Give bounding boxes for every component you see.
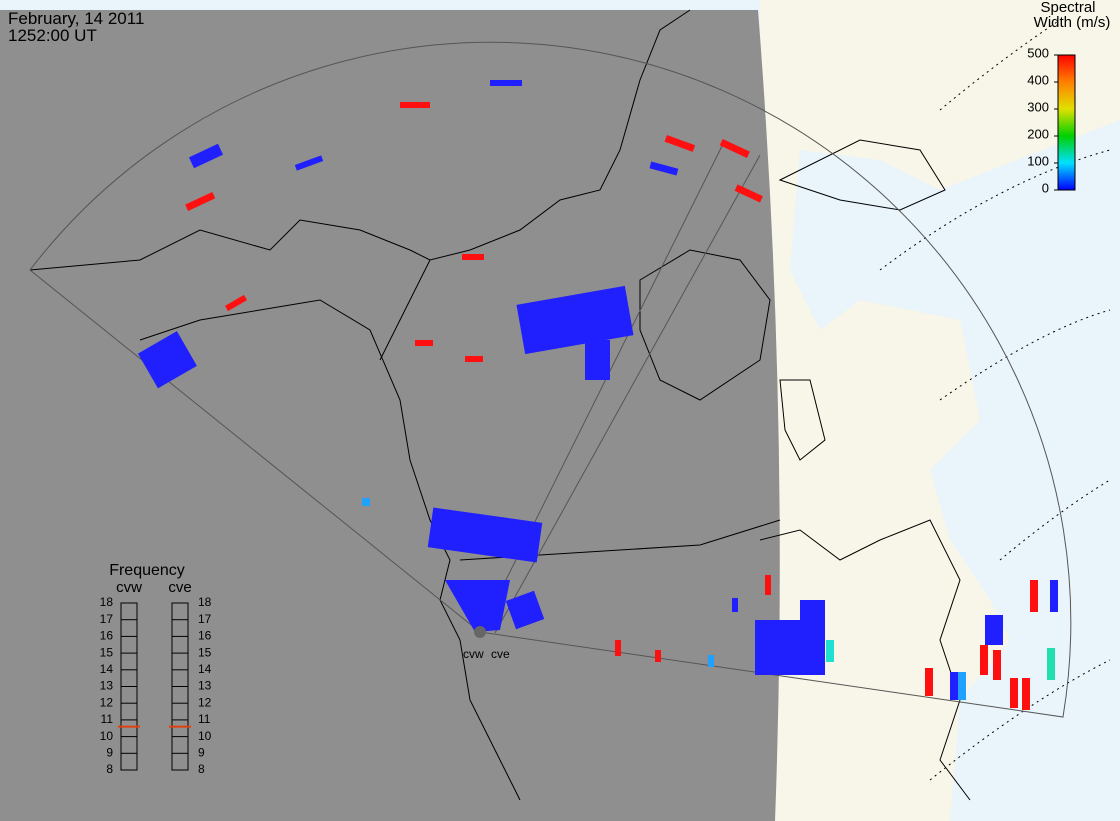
cell: [719, 138, 750, 158]
cell: [1050, 580, 1058, 612]
land: [760, 0, 1120, 821]
cell: [655, 650, 661, 662]
frequency-tick-label: 13: [198, 679, 212, 693]
coastline: [759, 519, 971, 801]
frequency-tick-label: 15: [100, 645, 114, 659]
cell: [708, 655, 714, 667]
colorbar-tick-label: 500: [1027, 45, 1049, 60]
frequency-tick-label: 14: [198, 662, 212, 676]
radar-name: cvw: [116, 579, 142, 596]
frequency-tick-label: 16: [198, 629, 212, 643]
cell: [465, 356, 483, 362]
cell: [765, 575, 771, 595]
night-region: [0, 10, 780, 821]
cell: [925, 668, 933, 696]
frequency-tick-label: 10: [100, 729, 114, 743]
latitude-circle: [929, 659, 1111, 781]
cell: [958, 672, 966, 700]
frequency-tick-label: 11: [101, 712, 114, 726]
colorbar-tick-label: 0: [1042, 180, 1049, 195]
colorbar-title: Width (m/s): [1034, 14, 1111, 31]
latitude-circle: [939, 19, 1061, 111]
cell: [950, 672, 958, 700]
cell: [400, 102, 430, 108]
coastline: [139, 299, 521, 801]
cell: [505, 590, 545, 630]
frequency-title: Frequency: [109, 562, 185, 579]
cell: [185, 191, 216, 211]
cell: [664, 135, 696, 152]
cell: [415, 340, 433, 346]
cell: [445, 580, 510, 632]
frequency-tick-label: 16: [100, 629, 114, 643]
coastline: [639, 249, 771, 401]
cell: [993, 650, 1001, 680]
colorbar-ticks: 0 100 200 300 400 500: [1027, 45, 1058, 195]
radar-site: [474, 626, 486, 638]
frequency-panel: cvw 8 9 10 11 12 13 14 15 16 17 18 cve 8 9 10 11 12 13 14 15…: [100, 579, 212, 776]
scatter-cells: [137, 80, 1058, 710]
cell: [490, 80, 522, 86]
colorbar: [1057, 54, 1076, 191]
coastline: [779, 379, 826, 461]
cell: [732, 598, 738, 612]
cell: [188, 143, 224, 169]
site-label: cvw: [463, 647, 484, 661]
coastlines: [29, 9, 971, 801]
cell: [980, 645, 988, 675]
cell: [800, 600, 825, 675]
cell: [615, 640, 621, 656]
frequency-tick-label: 11: [198, 712, 211, 726]
cell: [585, 340, 610, 380]
cell: [362, 498, 370, 506]
cell: [516, 285, 634, 355]
colorbar-tick-label: 200: [1027, 126, 1049, 141]
coastline: [778, 139, 946, 211]
frequency-tick-label: 10: [198, 729, 212, 743]
frequency-tick-label: 15: [198, 645, 212, 659]
frequency-tick-label: 18: [198, 595, 212, 609]
latitude-circle: [939, 309, 1111, 401]
colorbar-tick-label: 400: [1027, 72, 1049, 87]
border: [379, 259, 781, 561]
frequency-tick-label: 8: [198, 762, 205, 776]
cell: [294, 155, 324, 171]
colorbar-title: Spectral: [1040, 0, 1095, 16]
radar-name: cve: [168, 579, 191, 596]
cell: [734, 184, 763, 203]
time: 1252:00 UT: [8, 26, 97, 45]
frequency-tick-label: 9: [198, 745, 205, 759]
cell: [1030, 580, 1038, 612]
coastline: [29, 9, 691, 271]
latitude-circle: [999, 479, 1111, 561]
cell: [1010, 678, 1018, 708]
cell: [462, 254, 484, 260]
site-label: cve: [491, 647, 510, 661]
cell: [224, 294, 248, 312]
fov-outline: [29, 41, 1072, 718]
frequency-tick-label: 18: [100, 595, 114, 609]
frequency-tick-label: 12: [198, 695, 212, 709]
frequency-tick-label: 17: [100, 612, 114, 626]
frequency-tick-label: 8: [106, 762, 113, 776]
colorbar-tick-label: 300: [1027, 99, 1049, 114]
frequency-tick-label: 13: [100, 679, 114, 693]
cell: [1047, 648, 1055, 680]
cell: [137, 331, 197, 389]
latitude-circles: [879, 19, 1111, 781]
frequency-tick-label: 14: [100, 662, 114, 676]
cell: [649, 161, 679, 176]
cell: [826, 640, 834, 662]
cell: [1022, 678, 1030, 710]
cell: [427, 507, 543, 563]
frequency-tick-label: 17: [198, 612, 212, 626]
frequency-tick-label: 12: [100, 695, 114, 709]
latitude-circle: [879, 149, 1111, 271]
date: February, 14 2011: [8, 9, 144, 28]
cell: [985, 615, 1003, 645]
colorbar-tick-label: 100: [1027, 153, 1049, 168]
frequency-tick-label: 9: [106, 745, 113, 759]
